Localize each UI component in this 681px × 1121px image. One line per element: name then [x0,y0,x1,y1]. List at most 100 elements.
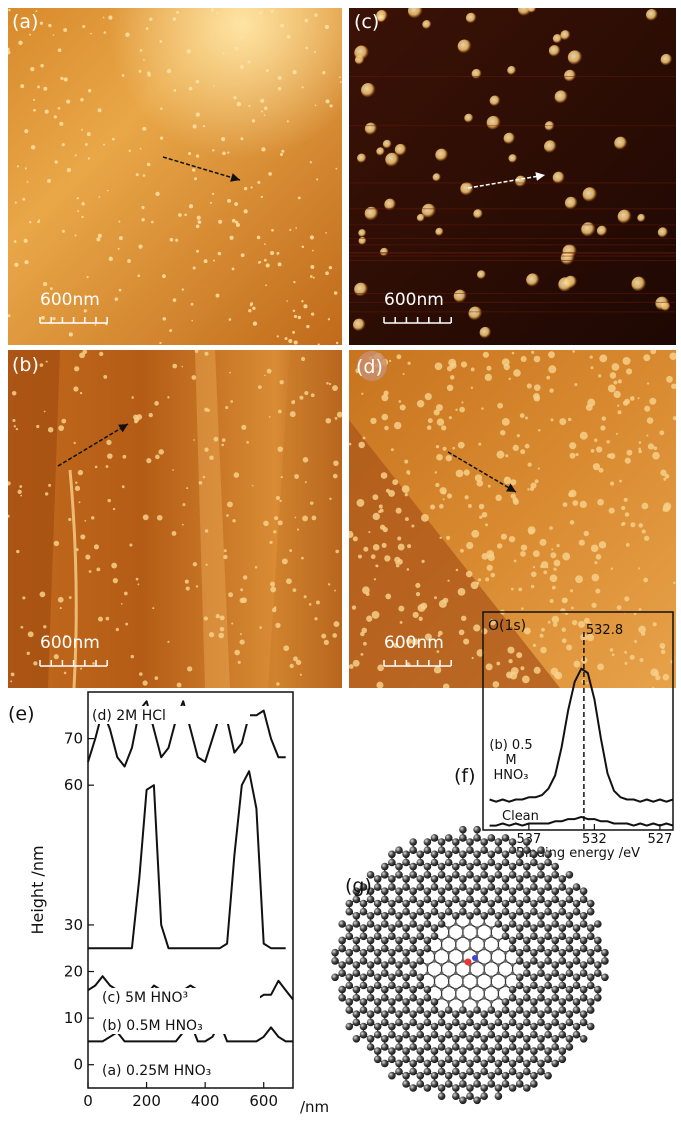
atom [579,887,588,895]
surface-particle [20,625,24,629]
surface-particle [160,107,163,110]
surface-particle [24,260,29,265]
atom [544,858,552,867]
atom [515,899,524,908]
surface-particle [421,203,437,219]
surface-particle [489,618,496,626]
surface-particle [614,136,628,150]
atom [494,1084,503,1092]
surface-particle [176,682,182,688]
atom [430,1022,439,1031]
surface-particle [271,607,277,613]
atom [489,975,494,980]
atom [510,963,515,967]
atom [352,961,361,969]
surface-particle [474,474,483,482]
surface-particle [372,544,380,551]
surface-particle [205,563,208,566]
atom [453,996,458,1000]
atom [395,1059,403,1068]
surface-particle [646,434,649,437]
atom [508,920,517,928]
scale-bar-label: 600nm [384,290,444,310]
surface-particle [649,397,657,405]
atom [558,957,567,965]
surface-particle [68,596,72,599]
atom [537,862,545,871]
atom [409,895,417,904]
surface-particle [660,469,667,476]
surface-particle [522,675,530,684]
surface-particle [637,213,646,223]
atom [423,1010,432,1018]
surface-particle [442,446,447,451]
atom [395,944,403,953]
atom [380,912,389,920]
surface-particle [554,671,563,680]
surface-particle [234,649,240,656]
surface-particle [551,548,554,551]
atom [331,957,339,965]
atom [380,944,389,953]
surface-particle [630,522,636,528]
surface-particle [482,351,489,358]
surface-particle [388,489,396,497]
atom [430,899,439,908]
surface-particle [660,53,673,66]
atom [366,994,375,1002]
surface-particle [516,652,523,659]
surface-particle [380,247,389,257]
surface-particle [559,418,567,426]
surface-particle [458,629,465,636]
surface-particle [103,31,107,34]
atom [473,1080,481,1088]
surface-particle [508,377,511,381]
surface-particle [81,128,83,131]
surface-particle [384,198,397,211]
atom [508,895,517,904]
surface-particle [232,519,236,523]
surface-particle [527,526,536,535]
label-backdrop [100,1061,260,1079]
surface-particle [335,167,338,170]
atom [480,1010,489,1018]
atom [551,920,560,928]
atom [496,996,501,1000]
surface-particle [128,149,131,153]
atom [551,961,560,969]
surface-particle [616,605,622,611]
atom [402,1006,410,1014]
surface-particle [33,661,38,666]
atom [501,1022,510,1031]
surface-particle [279,379,284,385]
surface-particle [354,282,369,297]
atom [459,825,467,834]
atom [515,907,524,916]
surface-particle [358,441,365,449]
surface-particle [260,98,265,103]
surface-particle [629,654,635,660]
surface-particle [265,284,268,287]
surface-particle [112,578,118,584]
surface-particle [257,385,262,390]
surface-particle [154,676,159,680]
surface-particle [68,517,72,522]
surface-particle [407,361,411,365]
surface-particle [404,492,408,497]
surface-particle [14,201,17,204]
surface-particle [630,396,635,401]
atom [466,895,474,904]
surface-particle [8,314,11,318]
series-label: (b) 0.5M HNO₃ [102,1018,203,1034]
surface-particle [363,641,367,646]
atom [558,875,567,883]
surface-particle [370,554,376,560]
atom [366,1018,375,1027]
surface-particle [608,507,615,514]
atom [572,932,581,941]
surface-particle [439,487,447,495]
atom [352,912,361,920]
surface-particle [209,455,214,460]
atom [508,912,517,920]
x-tick-label: 200 [132,1092,161,1110]
